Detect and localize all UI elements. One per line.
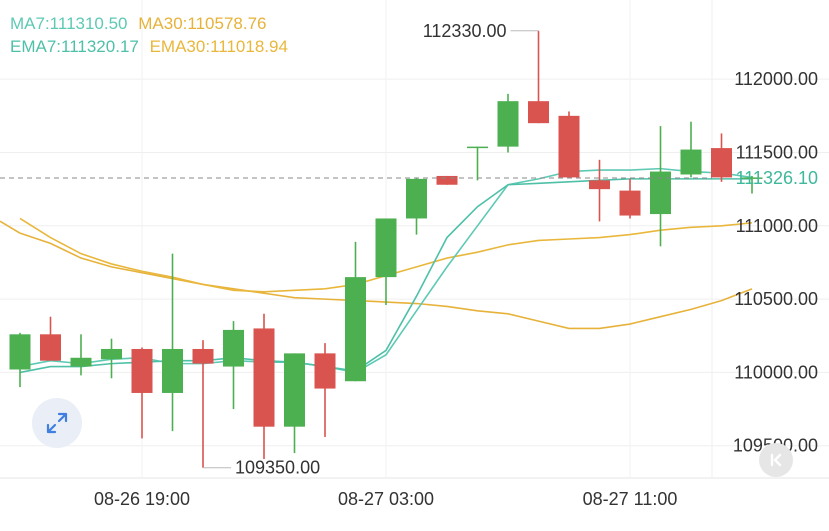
legend-ema7: EMA7:111320.17 — [10, 37, 139, 56]
candle — [528, 30, 549, 124]
candle-body — [619, 190, 641, 216]
candle — [497, 93, 519, 153]
legend-ma30: MA30:110578.76 — [138, 14, 267, 33]
y-tick-label: 110000.00 — [734, 362, 818, 382]
candle — [619, 178, 641, 219]
candle — [223, 321, 244, 410]
candle — [9, 332, 31, 388]
candle — [589, 159, 610, 222]
candle-body — [558, 115, 580, 178]
candle — [253, 313, 275, 459]
candle — [101, 338, 122, 379]
x-axis-labels: 08-26 19:00 08-27 03:00 08-27 11:00 — [94, 489, 677, 509]
grid-lines — [0, 0, 829, 479]
candle-body — [314, 353, 336, 389]
candle-body — [497, 101, 519, 147]
candle — [284, 353, 305, 454]
candle-body — [131, 348, 153, 393]
scroll-to-start-button[interactable] — [759, 443, 793, 477]
y-tick-label: 110500.00 — [734, 289, 818, 309]
candle-body — [70, 357, 92, 367]
candle-body — [101, 348, 122, 360]
expand-icon — [46, 412, 68, 434]
current-price-line: 111326.10 — [0, 168, 818, 188]
candle-body — [253, 328, 275, 427]
candle — [192, 340, 214, 468]
candle — [375, 218, 397, 305]
candle — [40, 316, 61, 361]
candle — [558, 111, 580, 178]
candle-body — [284, 353, 305, 427]
candle — [467, 146, 488, 181]
candle — [314, 343, 336, 437]
candle — [741, 175, 763, 194]
candle-body — [9, 334, 31, 370]
legend-row-ma: MA7:111310.50 MA30:110578.76 — [10, 14, 272, 34]
low-value-label: 109350.00 — [235, 458, 320, 478]
candle-body — [406, 178, 427, 219]
candle-body — [375, 218, 397, 278]
candle-body — [589, 180, 610, 190]
x-tick-label: 08-27 11:00 — [583, 489, 678, 509]
candle — [345, 241, 366, 382]
candle-body — [528, 101, 549, 124]
legend-row-ema: EMA7:111320.17 EMA30:111018.94 — [10, 37, 294, 57]
candle — [436, 175, 458, 185]
candle-series — [9, 30, 763, 468]
y-tick-label: 112000.00 — [734, 69, 818, 89]
candle — [162, 253, 183, 432]
legend-ema30: EMA30:111018.94 — [149, 37, 288, 56]
candle-body — [192, 348, 214, 364]
candle-body — [741, 177, 763, 179]
chevron-double-left-icon — [770, 453, 782, 467]
y-axis-labels: 112000.00 111500.00 111000.00 110500.00 1100… — [733, 69, 818, 456]
candle — [680, 121, 702, 178]
candle-body — [467, 146, 488, 149]
x-tick-label: 08-27 03:00 — [338, 489, 434, 509]
candle-body — [711, 148, 732, 178]
y-tick-label: 111500.00 — [736, 142, 818, 162]
high-value-label: 112330.00 — [423, 21, 507, 41]
candle-body — [650, 171, 671, 215]
candle-body — [345, 277, 366, 382]
candle-body — [223, 329, 244, 367]
candle — [711, 133, 732, 182]
candle — [650, 126, 671, 247]
candle — [70, 334, 92, 376]
ma30-line-lead — [0, 220, 21, 234]
current-price-label: 111326.10 — [736, 168, 818, 188]
candle — [406, 177, 427, 235]
x-tick-label: 08-26 19:00 — [94, 489, 190, 509]
candle-body — [40, 334, 61, 361]
candle — [131, 347, 153, 439]
candle-body — [436, 175, 458, 185]
legend-ma7: MA7:111310.50 — [10, 14, 128, 33]
high-low-annotations: 112330.00 109350.00 — [203, 21, 539, 478]
y-tick-label: 111000.00 — [736, 216, 818, 236]
candle-body — [680, 149, 702, 175]
expand-chart-button[interactable] — [32, 398, 82, 448]
candle-body — [162, 348, 183, 393]
